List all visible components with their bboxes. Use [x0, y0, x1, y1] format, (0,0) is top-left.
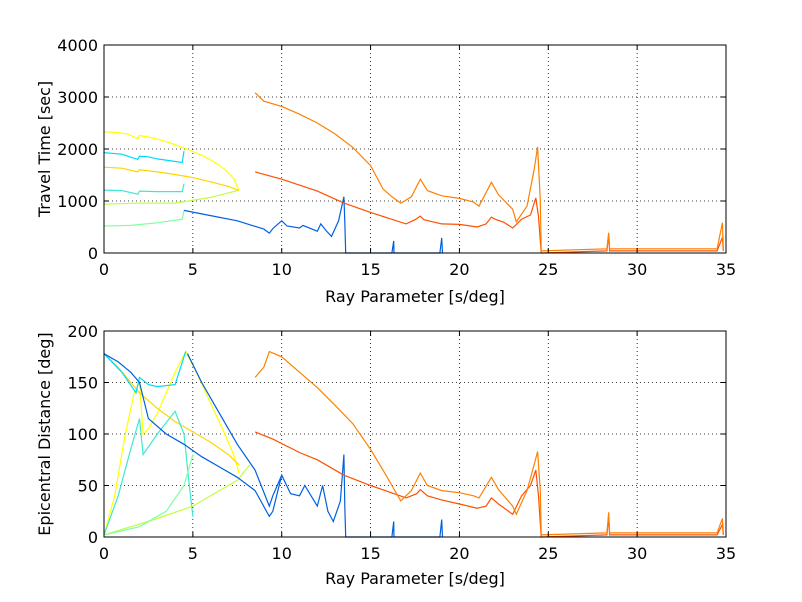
- series-line-5: [103, 454, 194, 536]
- x-tick-label: 25: [538, 260, 558, 279]
- y-tick-label: 4000: [57, 36, 98, 55]
- series-line-0: [103, 350, 240, 536]
- x-tick-label: 10: [272, 260, 292, 279]
- y-tick-label: 0: [88, 528, 98, 547]
- series-line-5: [103, 210, 185, 227]
- x-tick-label: 25: [538, 544, 558, 563]
- x-tick-label: 30: [627, 260, 647, 279]
- y-tick-label: 3000: [57, 88, 98, 107]
- x-tick-label: 20: [449, 544, 469, 563]
- x-axis-label: Ray Parameter [s/deg]: [325, 287, 505, 306]
- series-line-7: [186, 353, 283, 508]
- x-axis-label: Ray Parameter [s/deg]: [325, 569, 505, 588]
- series-line-4: [103, 190, 238, 205]
- series-line-8: [254, 92, 724, 252]
- series-line-2: [103, 151, 185, 164]
- series-line-1: [103, 166, 240, 192]
- top-axes-travel-time: 0 5 10 15 20 25 30 35 0 1000 2000 3000 4000 Ray Param…: [35, 36, 736, 306]
- series-line-1: [103, 353, 240, 466]
- bottom-axes-epicentral-distance: 0 5 10 15 20 25 30 35 0 50 100 150 200 Ray Parameter …: [35, 322, 736, 588]
- series-line-2: [103, 351, 187, 395]
- y-tick-label: 0: [88, 244, 98, 263]
- x-tick-label: 5: [188, 260, 198, 279]
- x-tick-label: 15: [360, 544, 380, 563]
- y-axis-label: Epicentral Distance [deg]: [35, 332, 54, 535]
- x-tick-label: 10: [272, 544, 292, 563]
- series-line-9: [254, 350, 724, 536]
- y-tick-label: 100: [67, 425, 98, 444]
- series-line-8: [254, 431, 724, 538]
- series-line-6: [103, 353, 444, 538]
- x-tick-label: 35: [716, 260, 736, 279]
- x-tick-label: 15: [360, 260, 380, 279]
- x-tick-label: 5: [188, 544, 198, 563]
- series-line-6: [183, 196, 444, 254]
- series-line-3: [103, 183, 185, 195]
- y-tick-label: 50: [78, 477, 98, 496]
- series-line-7: [254, 171, 724, 254]
- x-tick-label: 0: [99, 260, 109, 279]
- x-tick-label: 30: [627, 544, 647, 563]
- x-tick-label: 20: [449, 260, 469, 279]
- y-tick-label: 2000: [57, 140, 98, 159]
- series-line-0: [103, 131, 240, 191]
- x-tick-label: 0: [99, 544, 109, 563]
- series-line-3: [103, 410, 194, 536]
- y-tick-label: 1000: [57, 192, 98, 211]
- y-tick-label: 150: [67, 374, 98, 393]
- y-axis-label: Travel Time [sec]: [35, 81, 54, 218]
- x-tick-label: 35: [716, 544, 736, 563]
- series-line-4: [103, 464, 251, 536]
- y-tick-label: 200: [67, 322, 98, 341]
